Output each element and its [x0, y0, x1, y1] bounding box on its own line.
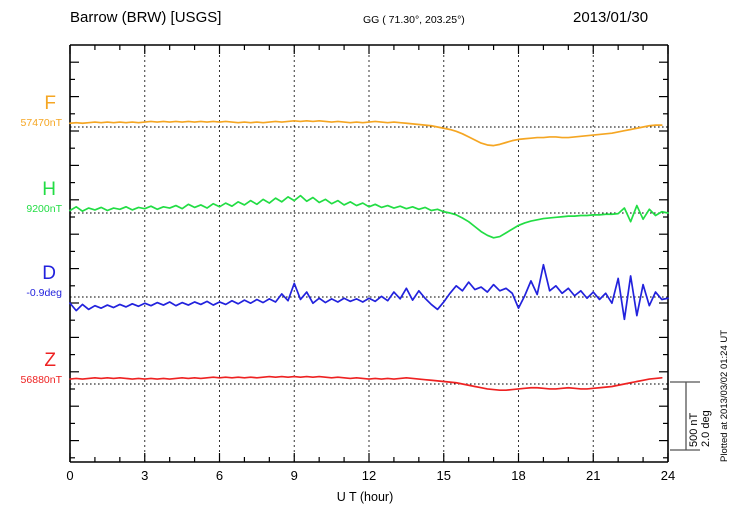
x-tick-label-15: 15 — [436, 468, 451, 483]
x-axis-ticks-top — [69, 45, 669, 54]
geographic-coordinates: GG ( 71.30°, 203.25°) — [363, 14, 465, 26]
station-title: Barrow (BRW) [USGS] — [70, 9, 222, 26]
trace-D — [69, 263, 669, 321]
trace-F — [69, 119, 663, 147]
scale-bar — [670, 381, 700, 451]
component-value-Z: 56880nT — [20, 374, 62, 386]
component-letter-F: F — [44, 93, 56, 114]
trace-Z — [69, 375, 663, 392]
x-tick-label-9: 9 — [290, 468, 298, 483]
data-traces — [69, 119, 669, 392]
plot-frame — [69, 44, 669, 463]
component-letter-D: D — [42, 263, 56, 284]
x-axis-ticks-bottom — [69, 453, 669, 462]
y-axis-ticks-right — [659, 61, 668, 459]
trace-H — [69, 194, 669, 239]
component-letter-Z: Z — [44, 350, 56, 371]
observation-date: 2013/01/30 — [573, 9, 649, 26]
scale-bar-label-deg: 2.0 deg — [700, 410, 712, 447]
x-tick-label-21: 21 — [586, 468, 601, 483]
x-tick-label-3: 3 — [141, 468, 149, 483]
plotted-at-timestamp: Plotted at 2013/03/02 01:24 UT — [719, 329, 730, 462]
x-tick-label-12: 12 — [361, 468, 377, 483]
grid-lines — [144, 45, 594, 462]
component-value-F: 57470nT — [20, 117, 62, 129]
scale-bar-label-nt: 500 nT — [688, 412, 700, 447]
x-tick-label-18: 18 — [511, 468, 526, 483]
component-letter-H: H — [42, 179, 56, 200]
component-value-H: 9200nT — [26, 203, 62, 215]
x-tick-label-24: 24 — [660, 468, 676, 483]
component-value-D: -0.9deg — [26, 287, 62, 299]
y-axis-ticks-left — [70, 61, 79, 459]
x-axis-title: U T (hour) — [336, 490, 394, 504]
x-tick-label-6: 6 — [215, 468, 224, 483]
x-tick-label-0: 0 — [66, 468, 74, 483]
